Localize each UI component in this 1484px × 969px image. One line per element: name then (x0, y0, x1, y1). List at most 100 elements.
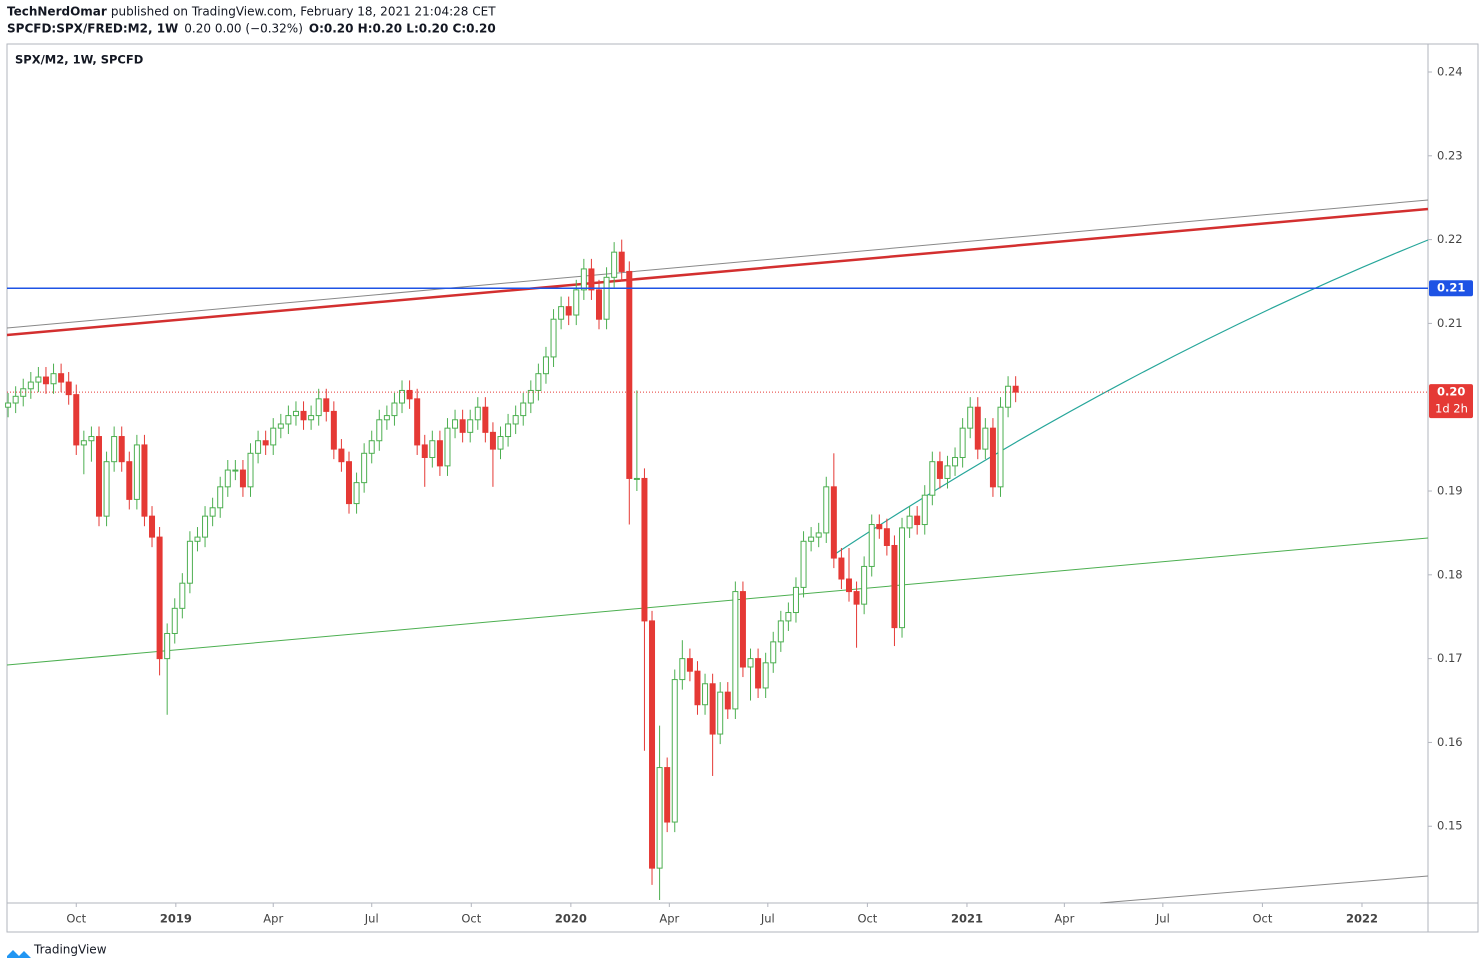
candle-body (323, 398, 330, 412)
frame (6, 43, 1479, 933)
candle-body (815, 532, 822, 538)
candle-body (800, 540, 807, 588)
candle-body (338, 448, 345, 463)
candle-body (232, 469, 239, 472)
candle-body (285, 415, 292, 425)
candle-body (103, 461, 110, 517)
candle-body (406, 389, 413, 400)
x-tick-label: Jul (760, 912, 775, 926)
candle-body (399, 389, 406, 404)
x-tick-label: 2020 (555, 912, 587, 926)
y-tick-label: 0.19 (1437, 484, 1463, 498)
candle-body (330, 410, 337, 450)
trend-line (6, 207, 1429, 337)
candle-body (111, 436, 118, 463)
y-tick-label: 0.24 (1437, 64, 1463, 78)
candle-body (535, 373, 542, 391)
candle-body (588, 268, 595, 291)
price-line-label: 0.21 (1437, 281, 1465, 295)
x-tick-label: 2021 (951, 912, 983, 926)
candle-body (482, 406, 489, 433)
x-tick-label: Apr (1054, 912, 1074, 926)
y-tick-label: 0.21 (1437, 316, 1463, 330)
candle-body (300, 410, 307, 421)
ohlc: O:0.20 H:0.20 L:0.20 C:0.20 (309, 22, 496, 36)
candle-body (429, 440, 436, 458)
candle-body (308, 415, 315, 421)
candle-body (376, 419, 383, 442)
candle-body (671, 679, 678, 823)
candle-body (315, 398, 322, 417)
candle-body (755, 658, 762, 689)
y-tick-label: 0.15 (1437, 819, 1463, 833)
candle-body (936, 461, 943, 479)
candle-body (459, 419, 466, 433)
candle-body (830, 486, 837, 559)
last-price-label: 0.20 (1437, 385, 1465, 399)
candle-body (95, 436, 102, 517)
candle-body (944, 465, 951, 479)
candle-body (368, 440, 375, 454)
candle-body (27, 381, 34, 390)
candle-body (717, 691, 724, 735)
x-tick-label: Oct (1252, 912, 1272, 926)
y-tick-label: 0.22 (1437, 232, 1463, 246)
candle-body (126, 461, 133, 500)
x-tick-label: Oct (66, 912, 86, 926)
x-tick-label: Jul (1155, 912, 1170, 926)
candle-body (186, 540, 193, 584)
published: published on TradingView.com, February 1… (111, 5, 496, 19)
y-tick-label: 0.23 (1437, 148, 1463, 162)
candle-body (664, 767, 671, 823)
candle-body (550, 318, 557, 358)
candle-body (952, 456, 959, 467)
candle-body (247, 452, 254, 488)
candle-body (868, 524, 875, 567)
candle-body (345, 461, 352, 505)
candle-body (239, 469, 246, 488)
candle-body (573, 289, 580, 316)
candle-body (497, 436, 504, 450)
x-tick-label: 2022 (1346, 912, 1378, 926)
candle-body (164, 632, 171, 660)
candle-body (732, 591, 739, 710)
candle-body (421, 444, 428, 458)
x-tick-label: 2019 (160, 912, 192, 926)
candle-body (876, 524, 883, 530)
candle-body (50, 373, 57, 385)
candle-body (353, 482, 360, 505)
candle-body (641, 477, 648, 622)
candle-body (42, 376, 49, 385)
candle-body (141, 444, 148, 517)
trend-line (6, 199, 1429, 329)
candle-body (209, 507, 216, 517)
candle-body (891, 544, 898, 629)
candle-body (808, 536, 815, 542)
candle-body (967, 406, 974, 429)
candle-body (739, 591, 746, 668)
candle-body (899, 527, 906, 629)
candle-body (149, 515, 156, 538)
drawings (6, 199, 1429, 904)
candle-body (565, 306, 572, 316)
trend-line (6, 537, 1429, 666)
candle-body (603, 276, 610, 320)
candle-body (792, 586, 799, 614)
chart-title: SPX/M2, 1W, SPCFD (15, 53, 143, 67)
candle-body (520, 402, 527, 417)
candle-body (118, 436, 125, 463)
candle-body (989, 427, 996, 488)
candle-body (224, 469, 231, 488)
candle-body (883, 528, 890, 546)
candle-body (489, 431, 496, 450)
candle-body (823, 486, 830, 534)
candle-body (361, 452, 368, 484)
candle-body (217, 486, 224, 509)
trend-curve (831, 239, 1429, 557)
candle-body (853, 591, 860, 605)
candle-body (5, 402, 12, 408)
y-tick-label: 0.18 (1437, 567, 1463, 581)
candle-body (383, 415, 390, 421)
